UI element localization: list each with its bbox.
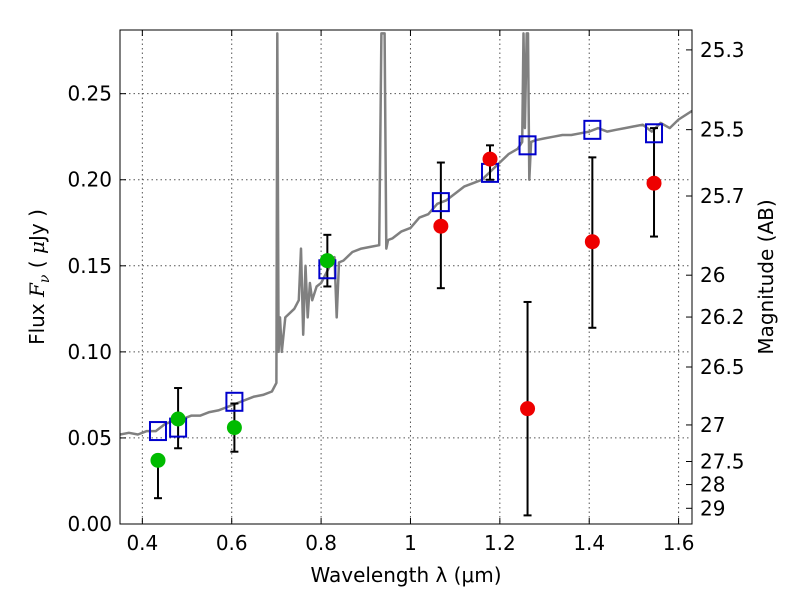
- model-square: [645, 123, 664, 144]
- x-tick-label: 1: [404, 531, 417, 555]
- y-axis-label-unit: Jy ): [25, 209, 49, 243]
- spectrum: [120, 32, 692, 436]
- y-axis-label: Flux Fν ( μJy ): [25, 209, 53, 345]
- red-point: [482, 151, 498, 167]
- x-axis-label: Wavelength λ (μm): [310, 563, 501, 587]
- y-axis-label-symbol: F: [25, 282, 49, 298]
- x-tick-label: 0.6: [216, 531, 248, 555]
- green-point: [319, 253, 335, 269]
- y2-tick-label: 25.7: [700, 184, 745, 208]
- green-point: [170, 411, 186, 427]
- x-tick-label: 0.4: [126, 531, 158, 555]
- plot-frame: [119, 29, 693, 525]
- y-axis-label-open: (: [25, 254, 49, 275]
- y-tick-label: 0.05: [67, 426, 112, 450]
- green-point: [150, 452, 166, 468]
- ticks: 0.4 0.6 0.8 1 1.2 1.4 1.6 0.00 0.05 0.10 0.15 0.20 0…: [67, 30, 745, 555]
- x-tick-label: 1.2: [484, 531, 516, 555]
- y-tick-label: 0.15: [67, 254, 112, 278]
- y-axis-label-prefix: Flux: [25, 297, 49, 345]
- x-tick-label: 1.4: [573, 531, 605, 555]
- grid: [120, 30, 692, 524]
- spectrum-line: [120, 32, 692, 436]
- y-tick-label: 0.10: [67, 340, 112, 364]
- y2-axis-label: Magnitude (AB): [754, 199, 778, 354]
- x-tick-label: 0.8: [305, 531, 337, 555]
- y2-tick-label: 27: [700, 413, 725, 437]
- model-square: [518, 135, 537, 156]
- model-square: [583, 119, 602, 140]
- error-bars: [153, 127, 659, 517]
- red-point: [646, 175, 662, 191]
- y2-tick-label: 25.5: [700, 118, 745, 142]
- model-square: [431, 192, 450, 213]
- y-axis-label-subscript: ν: [37, 274, 53, 283]
- red-point: [584, 234, 600, 250]
- red-point: [433, 218, 449, 234]
- y2-tick-label: 27.5: [700, 450, 745, 474]
- x-tick-label: 1.6: [663, 531, 695, 555]
- observed-points: [150, 151, 662, 468]
- y-tick-label: 0.25: [67, 82, 112, 106]
- model-square: [148, 421, 167, 442]
- y2-tick-label: 28: [700, 473, 725, 497]
- y-tick-label: 0.00: [67, 512, 112, 536]
- y2-tick-label: 26.2: [700, 305, 745, 329]
- y-tick-label: 0.20: [67, 168, 112, 192]
- red-point: [520, 401, 536, 417]
- model-square: [225, 391, 244, 412]
- y2-tick-label: 25.3: [700, 38, 745, 62]
- model-points: [148, 119, 664, 442]
- green-point: [226, 420, 242, 436]
- y2-tick-label: 26: [700, 263, 725, 287]
- y-axis-label-mu: μ: [25, 241, 49, 254]
- y2-tick-label: 26.5: [700, 355, 745, 379]
- y2-tick-label: 29: [700, 496, 725, 520]
